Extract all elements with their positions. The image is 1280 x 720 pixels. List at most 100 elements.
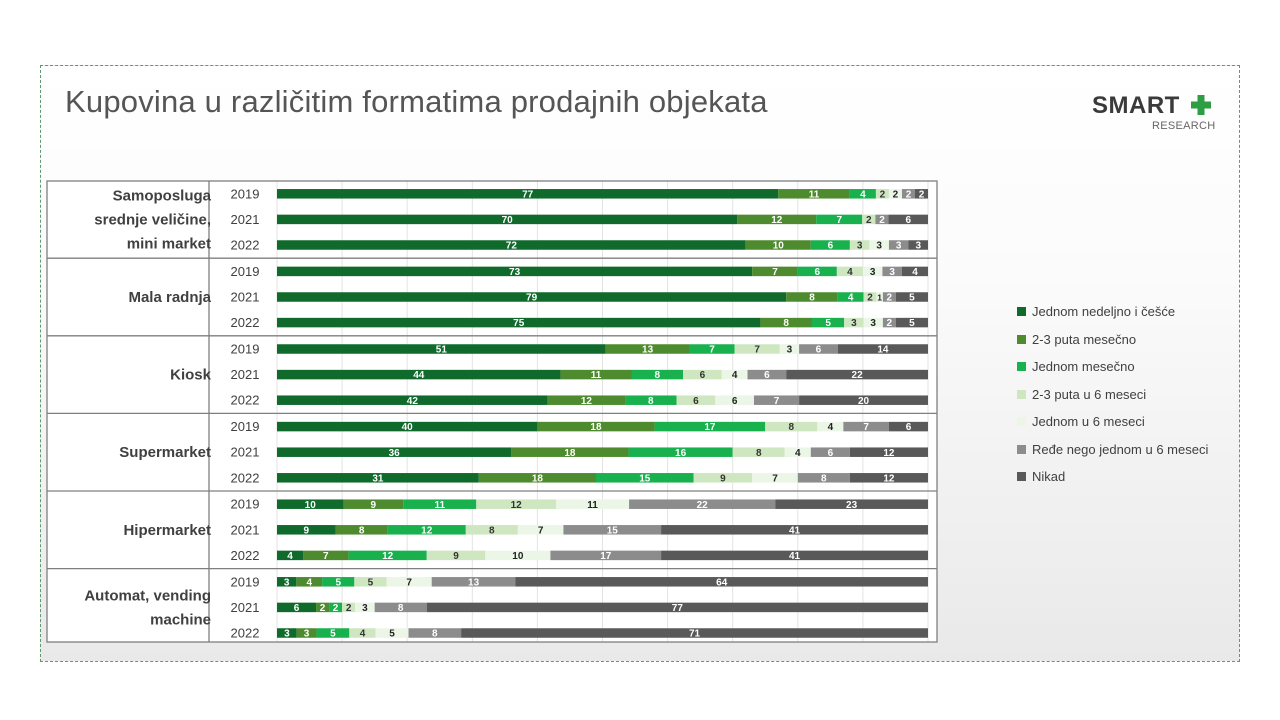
data-label: 2 — [867, 293, 873, 304]
data-label: 6 — [906, 422, 912, 433]
data-label: 5 — [909, 318, 915, 329]
legend-swatch — [1017, 417, 1026, 427]
bar-segment — [737, 214, 817, 225]
data-label: 4 — [847, 267, 853, 278]
data-label: 3 — [284, 577, 290, 588]
bar-segment — [277, 344, 606, 354]
bar-segment — [431, 577, 516, 587]
category-label: machine — [150, 611, 211, 628]
bar-segment — [563, 525, 662, 535]
category-label: Mala radnja — [128, 289, 211, 306]
data-label: 75 — [513, 318, 525, 329]
data-label: 3 — [870, 318, 876, 329]
bar-segment — [476, 499, 556, 509]
data-label: 13 — [642, 345, 654, 356]
data-label: 10 — [305, 500, 317, 511]
bar-segment — [342, 602, 356, 613]
bar-segment — [461, 628, 928, 638]
plus-icon — [1191, 95, 1211, 115]
bar-segment — [786, 369, 928, 380]
bar-segment — [354, 577, 387, 587]
data-label: 6 — [693, 396, 699, 407]
category-label: mini market — [127, 235, 211, 252]
bar-segment — [817, 421, 844, 432]
data-label: 22 — [697, 500, 709, 511]
bar-segment — [888, 240, 909, 250]
legend-swatch — [1017, 362, 1026, 372]
legend-label: 2-3 puta mesečno — [1032, 331, 1137, 347]
bar-segment — [875, 214, 889, 225]
bar-segment — [465, 525, 518, 535]
bar-segment — [689, 344, 735, 354]
bar-segment — [654, 421, 766, 432]
bar-segment — [387, 525, 466, 535]
legend-label: Ređe nego jednom u 6 meseci — [1032, 441, 1209, 457]
bar-segment — [914, 189, 928, 199]
data-label: 3 — [876, 241, 882, 252]
bar-segment — [303, 550, 349, 561]
bar-segment — [799, 344, 838, 354]
legend-swatch — [1017, 389, 1026, 399]
data-label: 7 — [754, 345, 760, 356]
bar-segment — [844, 317, 864, 328]
legend-item: Jednom mesečno — [1017, 353, 1208, 381]
data-label: 4 — [795, 448, 801, 459]
data-label: 4 — [360, 629, 366, 640]
data-label: 23 — [846, 500, 858, 511]
data-label: 5 — [335, 577, 341, 588]
bar-segment — [628, 447, 733, 457]
bar-segment — [277, 189, 779, 199]
bar-segment — [888, 189, 902, 199]
data-label: 5 — [909, 293, 915, 304]
data-label: 70 — [502, 215, 514, 226]
data-label: 9 — [304, 525, 310, 536]
year-label: 2021 — [231, 212, 260, 227]
data-label: 4 — [732, 370, 738, 381]
bar-segment — [426, 602, 928, 613]
data-label: 7 — [863, 422, 869, 433]
bar-segment — [784, 447, 811, 457]
bar-segment — [895, 317, 928, 328]
data-label: 2 — [887, 293, 893, 304]
bar-segment — [277, 525, 336, 535]
data-label: 12 — [421, 525, 433, 536]
data-label: 2 — [320, 603, 326, 614]
data-label: 4 — [848, 293, 854, 304]
legend-label: Nikad — [1032, 469, 1066, 485]
bar-segment — [837, 292, 864, 302]
data-label: 12 — [883, 473, 895, 484]
data-label: 40 — [402, 422, 414, 433]
data-label: 7 — [538, 525, 544, 536]
bar-segment — [348, 550, 427, 561]
data-label: 8 — [821, 473, 827, 484]
bar-segment — [374, 602, 427, 613]
year-label: 2022 — [231, 315, 260, 330]
category-label: Samoposluga — [113, 187, 212, 204]
bar-segment — [605, 344, 690, 354]
bar-segment — [849, 473, 928, 483]
data-label: 77 — [672, 603, 684, 614]
bar-segment — [863, 292, 877, 302]
bar-segment — [408, 628, 462, 638]
data-label: 5 — [330, 629, 336, 640]
data-label: 2 — [333, 603, 339, 614]
bar-segment — [779, 344, 800, 354]
data-label: 18 — [590, 422, 602, 433]
bar-segment — [862, 266, 883, 277]
bar-segment — [775, 499, 928, 509]
year-label: 2019 — [231, 342, 260, 357]
data-label: 6 — [764, 370, 770, 381]
legend-item: Jednom nedeljno i češće — [1017, 298, 1208, 326]
bar-segment — [732, 447, 785, 457]
data-label: 17 — [704, 422, 716, 433]
bar-segment — [882, 317, 896, 328]
legend-item: 2-3 puta u 6 meseci — [1017, 381, 1208, 409]
year-label: 2022 — [231, 626, 260, 641]
data-label: 7 — [709, 345, 715, 356]
data-label: 8 — [655, 370, 661, 381]
bar-segment — [277, 240, 746, 250]
data-label: 3 — [851, 318, 857, 329]
bar-segment — [752, 266, 798, 277]
data-label: 2 — [866, 215, 872, 226]
bar-segment — [837, 344, 928, 354]
